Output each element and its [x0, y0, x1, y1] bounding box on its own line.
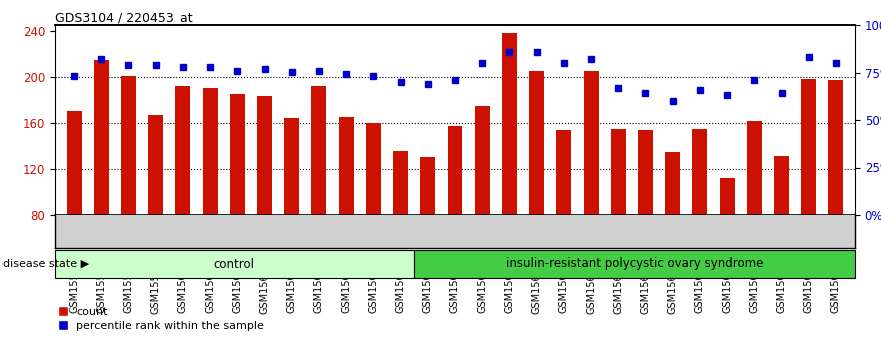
- Bar: [828, 80, 843, 215]
- Bar: [774, 156, 789, 215]
- Bar: [502, 33, 517, 215]
- Bar: [557, 130, 571, 215]
- Bar: [366, 123, 381, 215]
- Bar: [148, 115, 163, 215]
- Bar: [801, 79, 816, 215]
- Bar: [338, 117, 353, 215]
- Bar: [175, 86, 190, 215]
- Bar: [230, 94, 245, 215]
- Bar: [475, 105, 490, 215]
- Bar: [93, 59, 108, 215]
- Bar: [665, 152, 680, 215]
- Bar: [720, 178, 735, 215]
- Bar: [312, 86, 327, 215]
- Bar: [55, 250, 413, 278]
- Bar: [285, 118, 300, 215]
- Bar: [203, 88, 218, 215]
- Bar: [257, 96, 272, 215]
- Bar: [529, 71, 544, 215]
- Bar: [413, 250, 855, 278]
- Bar: [611, 129, 626, 215]
- Bar: [121, 76, 136, 215]
- Legend: count, percentile rank within the sample: count, percentile rank within the sample: [58, 307, 264, 331]
- Text: GDS3104 / 220453_at: GDS3104 / 220453_at: [55, 11, 193, 24]
- Bar: [692, 129, 707, 215]
- Bar: [67, 112, 82, 215]
- Bar: [448, 126, 463, 215]
- Text: control: control: [214, 257, 255, 270]
- Bar: [583, 71, 598, 215]
- Bar: [420, 158, 435, 215]
- Text: disease state ▶: disease state ▶: [3, 259, 89, 269]
- Text: insulin-resistant polycystic ovary syndrome: insulin-resistant polycystic ovary syndr…: [506, 257, 763, 270]
- Bar: [393, 150, 408, 215]
- Bar: [638, 130, 653, 215]
- Bar: [747, 121, 762, 215]
